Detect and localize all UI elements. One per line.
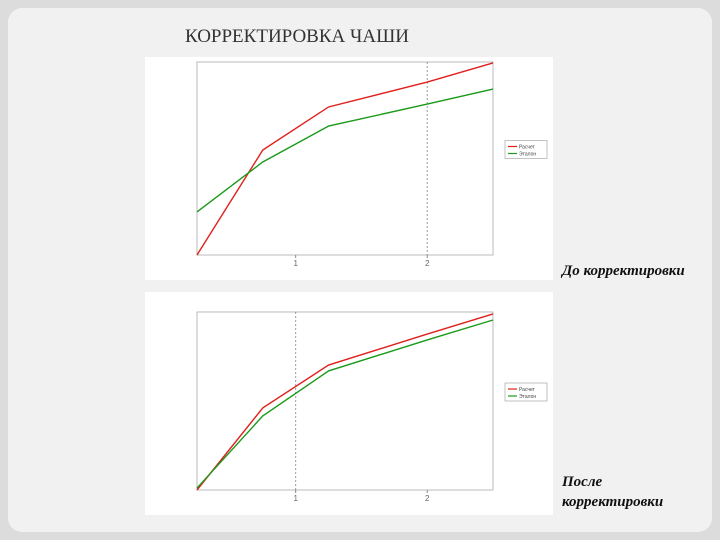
x-tick-label: 2 [425, 259, 430, 268]
legend-label: Расчет [519, 387, 536, 393]
data-line [196, 88, 494, 213]
plot-area [196, 311, 494, 491]
caption-line: После [561, 474, 603, 490]
x-tick-label: 1 [293, 494, 298, 503]
x-tick-label: 1 [293, 259, 298, 268]
data-line [196, 319, 494, 489]
data-line [196, 313, 494, 491]
caption: До корректировки [560, 263, 685, 279]
legend-label: Эталон [519, 394, 536, 400]
plot-area [196, 61, 494, 256]
x-tick-label: 2 [425, 494, 430, 503]
legend-label: Расчет [519, 145, 536, 151]
legend-label: Эталон [519, 152, 536, 158]
caption: После корректировки [561, 474, 663, 510]
slide-title: КОРРЕКТИРОВКА ЧАШИ [185, 26, 409, 47]
caption-line: корректировки [562, 494, 663, 510]
data-line [196, 62, 494, 256]
